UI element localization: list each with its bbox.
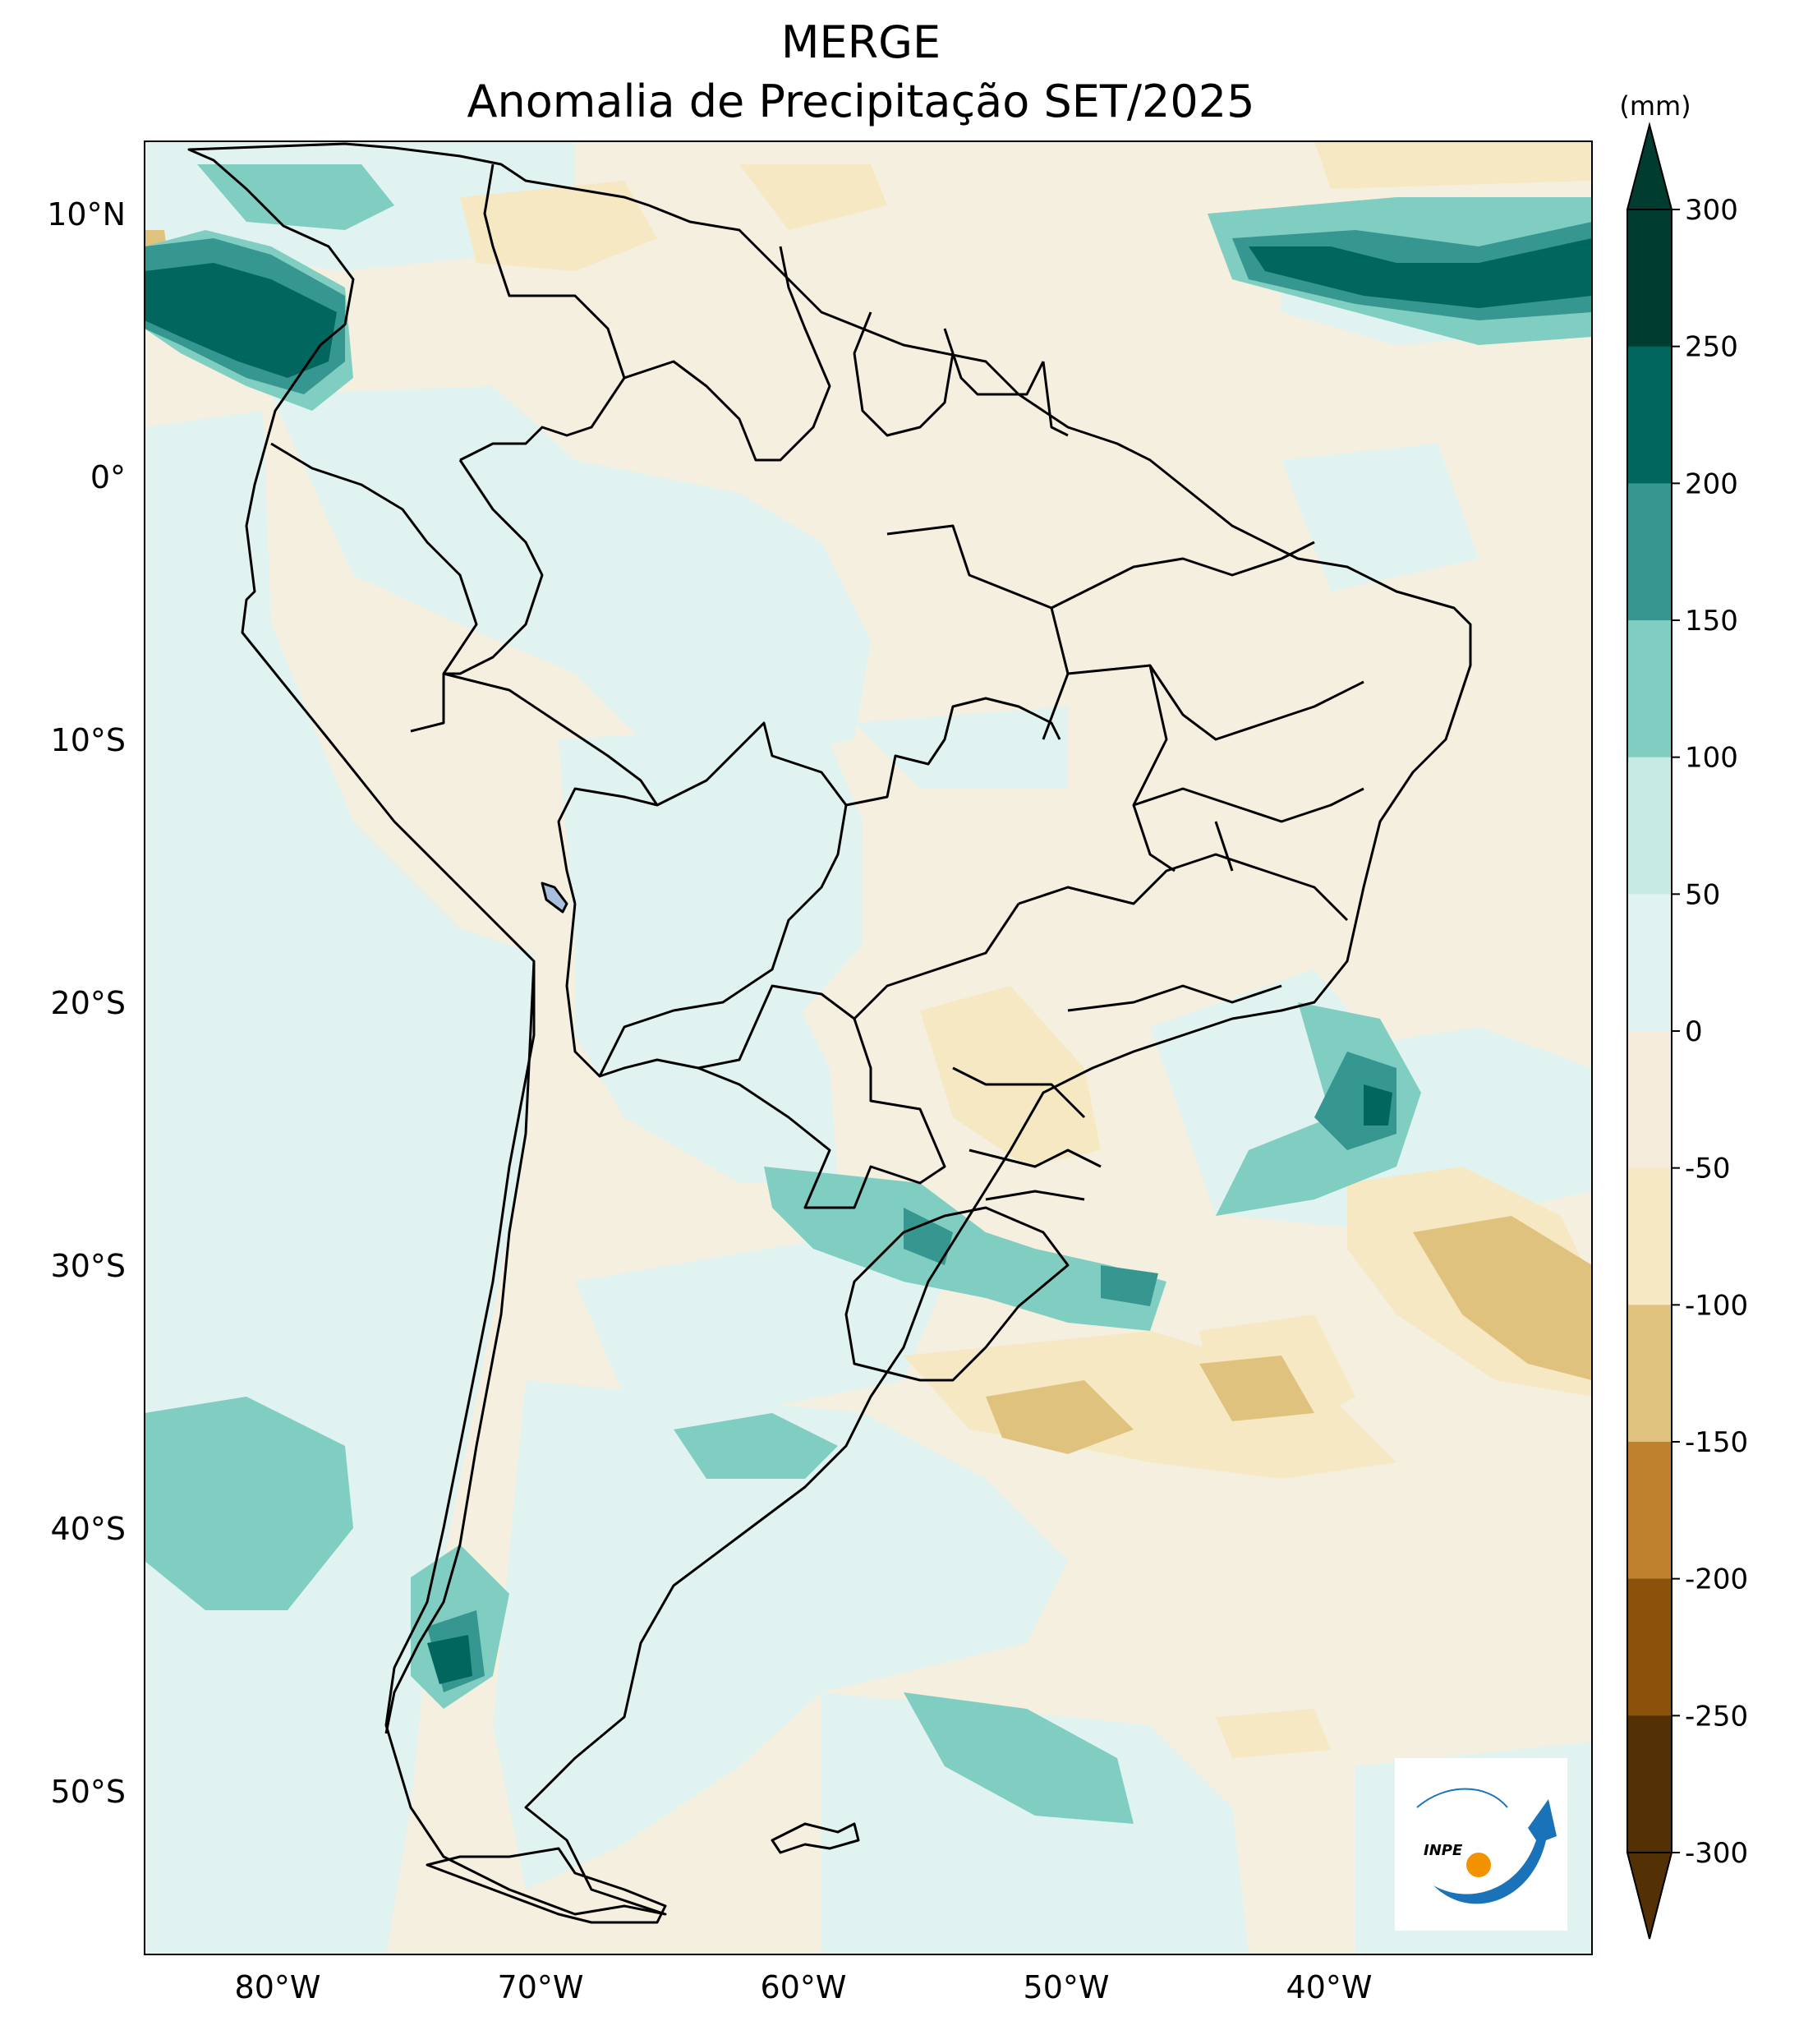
colorbar-tick-label: 0 — [1685, 1015, 1703, 1048]
colorbar-extend-bottom — [1626, 1852, 1673, 1940]
lon-label-40w: 40°W — [1286, 1969, 1373, 2005]
colorbar-tick-label: 200 — [1685, 467, 1738, 500]
colorbar-bin — [1627, 1031, 1672, 1169]
colorbar-bin — [1627, 209, 1672, 348]
colorbar-tick-label: 300 — [1685, 194, 1738, 227]
border-ecuador-peru — [270, 442, 478, 733]
tierra-del-fuego — [426, 1847, 667, 1924]
lake-titicaca — [541, 882, 568, 914]
inpe-logo: INPE — [1395, 1758, 1567, 1931]
colorbar-bin — [1627, 346, 1672, 484]
border-guianas — [853, 311, 1069, 437]
lat-label-40s: 40°S — [51, 1511, 126, 1547]
lon-label-80w: 80°W — [235, 1969, 321, 2005]
colorbar-tick-label: 250 — [1685, 331, 1738, 364]
latitude-labels: 10°N 0° 10°S 20°S 30°S 40°S 50°S — [47, 196, 126, 1810]
border-bolivia — [565, 721, 848, 1078]
colorbar-bin — [1627, 1578, 1672, 1716]
colorbar-tick-label: -250 — [1685, 1700, 1748, 1733]
country-borders — [187, 142, 1472, 1924]
lat-label-10s: 10°S — [51, 722, 126, 758]
colorbar-bin — [1627, 757, 1672, 895]
logo-arc — [1416, 1788, 1508, 1808]
border-chile-argentina — [384, 960, 536, 1734]
lat-label-50s: 50°S — [51, 1774, 126, 1810]
colorbar-bin — [1627, 1442, 1672, 1580]
longitude-labels: 80°W 70°W 60°W 50°W 40°W — [235, 1969, 1373, 2005]
south-america-coastline — [187, 142, 1472, 1916]
colorbar-bin — [1627, 1715, 1672, 1853]
colorbar-bin — [1627, 483, 1672, 621]
colorbar-tick-label: -300 — [1685, 1837, 1748, 1870]
colorbar-tick-label: 50 — [1685, 878, 1720, 911]
logo-swoosh — [1433, 1799, 1557, 1904]
falkland-islands — [771, 1822, 860, 1854]
lat-label-20s: 20°S — [51, 985, 126, 1021]
colorbar-tick-label: -100 — [1685, 1289, 1748, 1322]
map-subtitle: Anomalia de Precipitação SET/2025 — [467, 76, 1255, 127]
colorbar-bin — [1627, 1305, 1672, 1443]
brazil-state-lines — [853, 524, 1364, 1201]
anomaly-extreme-positive — [145, 238, 1592, 1684]
colorbar-unit: (mm) — [1619, 90, 1691, 122]
colorbar-tick-label: 150 — [1685, 605, 1738, 638]
colorbar-extend-top — [1626, 122, 1673, 210]
colorbar-bin — [1627, 620, 1672, 758]
lon-label-60w: 60°W — [761, 1969, 847, 2005]
colorbar: (mm) 300 250 200 150 100 50 0 -50 -100 -150 -200 -2… — [1619, 90, 1748, 1940]
anomaly-moderate-negative — [145, 230, 1592, 1454]
map-panel: INPE — [145, 141, 1592, 1954]
lon-label-50w: 50°W — [1024, 1969, 1110, 2005]
colorbar-tick-label: 100 — [1685, 742, 1738, 775]
colorbar-bin — [1627, 894, 1672, 1032]
border-brazil-peru-bolivia — [845, 697, 1061, 807]
map-title: MERGE — [781, 16, 941, 68]
colorbar-tick-label: -50 — [1685, 1153, 1731, 1185]
lon-label-70w: 70°W — [498, 1969, 584, 2005]
colorbar-bin — [1627, 1167, 1672, 1305]
border-paraguay-argentina — [599, 984, 946, 1209]
border-uruguay — [844, 1206, 1070, 1382]
colorbar-ticks: 300 250 200 150 100 50 0 -50 -100 -150 -200 -250 -30… — [1672, 194, 1748, 1870]
colorbar-tick-label: -150 — [1685, 1426, 1748, 1459]
colorbar-bins — [1627, 209, 1672, 1853]
border-brazil-west — [444, 459, 544, 675]
lat-label-10n: 10°N — [47, 196, 126, 232]
lat-label-0: 0° — [90, 459, 126, 495]
lat-label-30s: 30°S — [51, 1248, 126, 1284]
border-venezuela-brazil — [623, 246, 831, 462]
logo-text: INPE — [1424, 1842, 1463, 1859]
map-frame — [144, 140, 1593, 1955]
logo-orange-dot — [1466, 1853, 1491, 1877]
colorbar-tick-label: -200 — [1685, 1563, 1748, 1596]
